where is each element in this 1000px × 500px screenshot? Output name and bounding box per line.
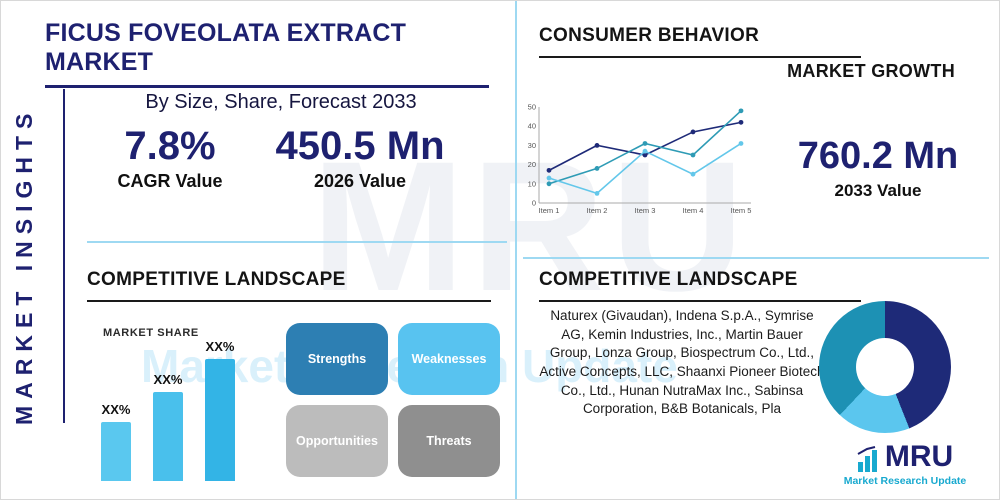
competitive-landscape-left-heading: COMPETITIVE LANDSCAPE (87, 269, 491, 302)
cagr-value: 7.8% (124, 124, 216, 168)
svg-text:0: 0 (532, 199, 536, 208)
svg-text:20: 20 (528, 160, 536, 169)
bar-label: XX% (153, 372, 183, 387)
donut-chart (819, 301, 951, 433)
svg-text:40: 40 (528, 122, 536, 131)
svg-text:50: 50 (528, 103, 536, 112)
svg-text:Item 3: Item 3 (635, 206, 656, 215)
bar-label: XX% (205, 339, 235, 354)
swot-weaknesses: Weaknesses (398, 323, 500, 395)
svg-text:Item 5: Item 5 (731, 206, 752, 215)
sidebar-rule (63, 89, 65, 423)
bar: XX% (101, 402, 131, 481)
cagr-stat: 7.8% CAGR Value (118, 123, 223, 192)
swot-strengths: Strengths (286, 323, 388, 395)
svg-text:Item 2: Item 2 (587, 206, 608, 215)
consumer-behavior-heading: CONSUMER BEHAVIOR (539, 25, 861, 58)
page-subtitle: By Size, Share, Forecast 2033 (145, 91, 417, 113)
svg-text:30: 30 (528, 141, 536, 150)
cagr-label: CAGR Value (117, 171, 223, 191)
competitive-landscape-right-heading: COMPETITIVE LANDSCAPE (539, 269, 861, 302)
donut-hole (856, 338, 914, 396)
bar: XX% (153, 372, 183, 481)
bar-rect (153, 392, 183, 481)
swot-threats: Threats (398, 405, 500, 477)
bar: XX% (205, 339, 235, 481)
bar-rect (205, 359, 235, 481)
brand-logo: MRU Market Research Update (825, 440, 985, 488)
bar-rect (101, 422, 131, 481)
logo-subtitle: Market Research Update (843, 475, 967, 487)
value-2033-label: 2033 Value (834, 180, 922, 200)
swot-opportunities: Opportunities (286, 405, 388, 477)
svg-text:10: 10 (528, 179, 536, 188)
logo-bars-icon (857, 446, 877, 472)
value-2033-stat: 760.2 Mn 2033 Value (773, 135, 983, 201)
stats-row: 7.8% CAGR Value 450.5 Mn 2026 Value (91, 123, 471, 192)
horizontal-divider-right (523, 257, 989, 259)
page-title: FICUS FOVEOLATA EXTRACT MARKET (45, 19, 489, 88)
value-2026-label: 2026 Value (313, 171, 407, 191)
horizontal-divider-left (87, 241, 507, 243)
bar-label: XX% (101, 402, 131, 417)
line-chart: 0 10 20 30 40 50 Item 1 Item 2 Item 3 Item 4 Item … (528, 103, 752, 216)
swot-grid: Strengths Weaknesses Opportunities Threa… (286, 323, 500, 477)
vertical-divider (515, 1, 517, 499)
value-2026-stat: 450.5 Mn 2026 Value (276, 123, 445, 192)
market-growth-label: MARKET GROWTH (787, 61, 955, 81)
bar-chart: XX% XX% XX% (101, 339, 235, 481)
svg-text:Item 4: Item 4 (683, 206, 704, 215)
value-2026: 450.5 Mn (275, 124, 445, 168)
sidebar-vertical-label: MARKET INSIGHTS (11, 106, 37, 425)
logo-text: MRU (884, 440, 954, 473)
market-share-label: MARKET SHARE (103, 327, 199, 339)
companies-list: Naturex (Givaudan), Indena S.p.A., Symri… (539, 308, 825, 417)
value-2033: 760.2 Mn (797, 135, 959, 177)
svg-text:Item 1: Item 1 (539, 206, 560, 215)
